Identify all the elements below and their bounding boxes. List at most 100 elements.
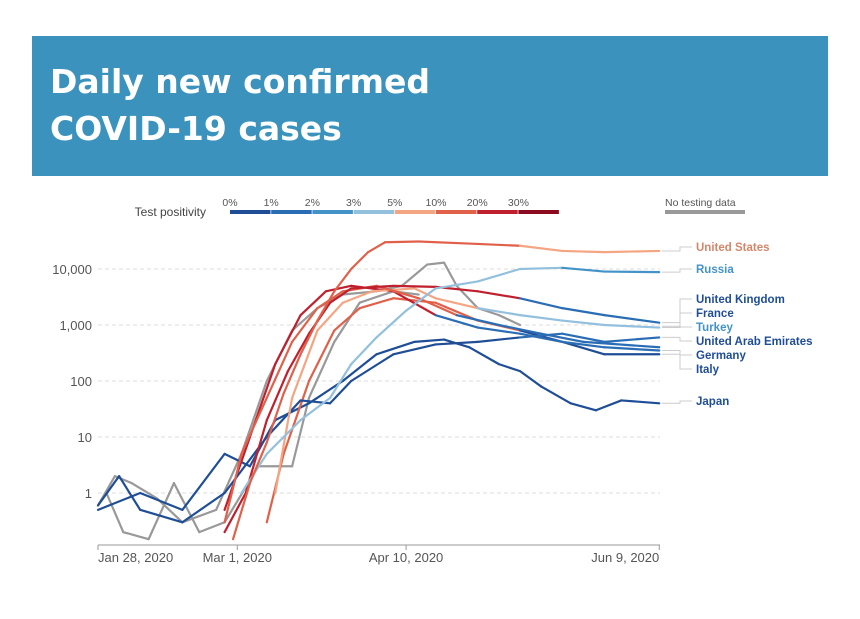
series-segment bbox=[350, 336, 378, 366]
series-segment bbox=[265, 392, 285, 444]
series-segment bbox=[413, 338, 446, 343]
label-leader-line bbox=[662, 353, 692, 370]
series-label: France bbox=[696, 308, 734, 320]
series-segment bbox=[434, 314, 479, 329]
series-segment bbox=[476, 326, 522, 335]
series-label: Germany bbox=[696, 350, 746, 362]
legend-label: 2% bbox=[305, 197, 320, 209]
legend-swatch bbox=[518, 210, 559, 214]
series-segment bbox=[231, 482, 252, 541]
legend-label: 20% bbox=[467, 197, 488, 209]
series-segment bbox=[282, 353, 302, 395]
series-segment bbox=[518, 266, 564, 271]
series-label: Italy bbox=[696, 364, 720, 376]
series-segment bbox=[518, 314, 564, 322]
series-segment bbox=[497, 323, 543, 335]
series-segment bbox=[329, 363, 353, 399]
series-segment bbox=[350, 251, 370, 271]
title-banner: Daily new confirmed COVID-19 cases bbox=[32, 36, 828, 176]
series-segment bbox=[603, 249, 661, 254]
series-segment bbox=[139, 491, 184, 511]
series-segment bbox=[122, 531, 150, 541]
legend-swatch bbox=[353, 210, 395, 214]
legend-label: 0% bbox=[222, 197, 237, 209]
y-tick-label: 10,000 bbox=[52, 262, 92, 277]
series-segment bbox=[468, 346, 500, 366]
series-segment bbox=[561, 340, 606, 349]
series-segment bbox=[366, 241, 387, 254]
x-tick-label: Mar 1, 2020 bbox=[203, 550, 272, 565]
series-segment bbox=[497, 363, 522, 373]
series-segment bbox=[603, 270, 661, 274]
series-segment bbox=[130, 482, 159, 500]
series-segment bbox=[291, 307, 319, 343]
series-label: Russia bbox=[696, 264, 734, 276]
series-segment bbox=[350, 284, 395, 290]
series-segment bbox=[358, 290, 395, 304]
series-segment bbox=[248, 441, 268, 485]
series-segment bbox=[434, 340, 479, 346]
series-segment bbox=[375, 309, 408, 339]
y-tick-label: 10 bbox=[78, 430, 92, 445]
series-segment bbox=[603, 346, 661, 352]
legend-label: 3% bbox=[346, 197, 361, 209]
legend-swatch bbox=[271, 210, 312, 214]
label-leader-line bbox=[662, 246, 692, 252]
series-segment bbox=[329, 379, 353, 405]
label-leader-line bbox=[662, 298, 692, 324]
series-segment bbox=[569, 402, 598, 412]
legend-swatch bbox=[477, 210, 518, 214]
series-segment bbox=[316, 290, 336, 322]
series-segment bbox=[299, 319, 319, 356]
series-segment bbox=[375, 284, 420, 300]
series-segment bbox=[476, 267, 522, 283]
series-segment bbox=[117, 475, 142, 511]
series-segment bbox=[434, 297, 479, 310]
series-segment bbox=[96, 475, 121, 507]
series-segment bbox=[561, 332, 606, 343]
series-segment bbox=[291, 307, 319, 332]
legend-swatch bbox=[312, 210, 353, 214]
x-tick-label: Jan 28, 2020 bbox=[98, 550, 173, 565]
series-segment bbox=[341, 353, 378, 383]
series-segment bbox=[476, 307, 522, 317]
legend-swatch bbox=[230, 210, 271, 214]
series-segment bbox=[299, 396, 332, 422]
series-segment bbox=[147, 482, 176, 541]
label-leader-line bbox=[662, 312, 692, 327]
x-tick-label: Jun 9, 2020 bbox=[591, 550, 659, 565]
series-segment bbox=[518, 297, 564, 310]
series-segment bbox=[333, 267, 353, 293]
series-segment bbox=[442, 261, 458, 287]
series-segment bbox=[350, 353, 395, 383]
legend-label: 30% bbox=[508, 197, 529, 209]
series-segment bbox=[265, 370, 289, 422]
series-segment bbox=[105, 491, 125, 534]
series-label: United Kingdom bbox=[696, 294, 785, 306]
series-segment bbox=[333, 307, 361, 332]
series-segment bbox=[383, 240, 420, 244]
series-segment bbox=[274, 314, 302, 366]
series-segment bbox=[324, 284, 353, 293]
series-segment bbox=[333, 301, 361, 343]
series-segment bbox=[307, 340, 336, 399]
series-segment bbox=[291, 396, 311, 468]
series-segment bbox=[358, 297, 395, 310]
series-segment bbox=[476, 242, 522, 247]
series-segment bbox=[265, 419, 302, 455]
series-segment bbox=[413, 287, 437, 300]
series-segment bbox=[286, 332, 311, 373]
series-segment bbox=[518, 332, 564, 343]
series-segment bbox=[594, 399, 623, 412]
y-tick-label: 1 bbox=[85, 486, 92, 501]
label-leader-line bbox=[662, 268, 692, 273]
series-segment bbox=[274, 402, 311, 422]
legend-swatch bbox=[436, 210, 477, 214]
legend-swatch bbox=[394, 210, 436, 214]
series-segment bbox=[561, 319, 606, 327]
series-segment bbox=[392, 284, 437, 288]
series-segment bbox=[274, 396, 294, 495]
chart-title: Daily new confirmed COVID-19 cases bbox=[50, 62, 430, 148]
series-segment bbox=[603, 336, 661, 343]
series-segment bbox=[265, 399, 302, 439]
